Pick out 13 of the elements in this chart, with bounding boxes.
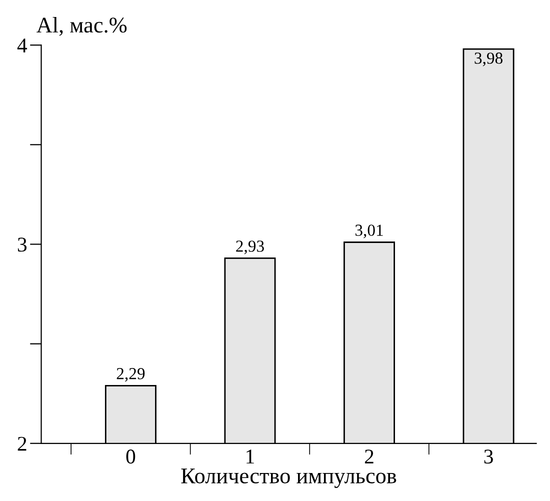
x-tick-label: 3 bbox=[484, 450, 493, 464]
y-tick-label: 4 bbox=[17, 38, 28, 52]
y-tick-label: 2 bbox=[18, 436, 26, 451]
data-label: 2,29 bbox=[116, 368, 145, 382]
x-tick-label: 2 bbox=[364, 450, 374, 464]
x-tick-label: 1 bbox=[246, 450, 254, 464]
y-tick-label: 3 bbox=[18, 238, 27, 252]
x-tick-label: 0 bbox=[126, 450, 136, 464]
data-label: 3,01 bbox=[355, 224, 383, 238]
data-label: 2,93 bbox=[236, 240, 264, 254]
y-axis-title: Al, мас.% bbox=[36, 16, 127, 36]
x-axis-title: Количество импульсов bbox=[181, 468, 396, 488]
data-label: 3,98 bbox=[474, 52, 502, 66]
